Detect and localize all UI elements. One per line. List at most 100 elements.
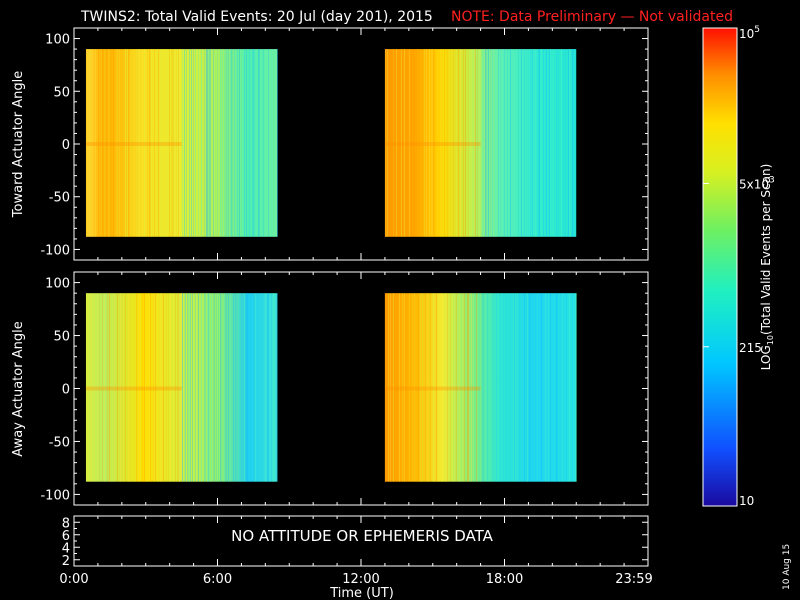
heatmap-streak xyxy=(445,293,447,482)
heatmap-streak xyxy=(261,293,263,482)
heatmap-streak xyxy=(130,293,132,482)
heatmap-streak xyxy=(175,49,177,237)
heatmap-streak xyxy=(520,49,522,237)
heatmap-streak xyxy=(457,49,459,237)
heatmap-streak xyxy=(246,293,248,482)
heatmap-streak xyxy=(529,49,531,237)
heatmap-streak xyxy=(468,293,470,482)
heatmap-streak xyxy=(273,49,275,237)
heatmap-streak xyxy=(442,49,444,237)
colorbar-tick-label: 10 xyxy=(739,494,754,508)
heatmap-streak xyxy=(479,49,481,237)
heatmap-streak xyxy=(98,293,100,482)
heatmap-streak xyxy=(127,293,129,482)
heatmap-streak xyxy=(462,293,464,482)
heatmap-streak xyxy=(207,293,209,482)
heatmap-streak xyxy=(106,293,108,482)
heatmap-streak xyxy=(486,293,488,482)
heatmap-streak xyxy=(192,49,194,237)
heatmap-streak xyxy=(561,293,563,482)
heatmap-streak xyxy=(455,293,457,482)
heatmap-streak xyxy=(270,49,272,237)
heatmap-streak xyxy=(556,293,558,482)
heatmap-streak xyxy=(391,293,393,482)
heatmap-streak xyxy=(547,293,549,482)
ytick-label: -50 xyxy=(49,435,70,450)
heatmap-streak xyxy=(503,49,505,237)
heatmap-streak xyxy=(451,49,453,237)
heatmap-streak xyxy=(403,293,405,482)
heatmap-streak xyxy=(491,49,493,237)
heatmap-streak xyxy=(197,49,199,237)
heatmap-streak xyxy=(210,293,212,482)
heatmap-streak xyxy=(185,49,187,237)
heatmap-streak xyxy=(567,49,569,237)
ytick-label: 6 xyxy=(62,529,70,544)
heatmap-streak xyxy=(398,293,400,482)
heatmap-streak xyxy=(124,49,126,237)
heatmap-streak xyxy=(481,293,483,482)
xtick-label: 18:00 xyxy=(486,572,523,587)
heatmap-streak xyxy=(418,49,420,237)
heatmap-streak xyxy=(264,293,266,482)
heatmap-streak xyxy=(252,49,254,237)
heatmap-streak xyxy=(174,293,176,482)
heatmap-streak xyxy=(121,49,123,237)
heatmap-streak xyxy=(528,293,530,482)
heatmap-streak xyxy=(173,49,175,237)
heatmap-streak xyxy=(88,49,90,237)
heatmap-streak xyxy=(227,293,229,482)
heatmap-streak xyxy=(89,49,91,237)
heatmap-streak xyxy=(103,293,105,482)
heatmap-streak xyxy=(85,49,87,237)
heatmap-streak xyxy=(562,49,564,237)
heatmap-streak xyxy=(497,49,499,237)
heatmap-streak xyxy=(436,49,438,237)
time-axis-label: Time (UT) xyxy=(329,586,394,600)
heatmap-streak xyxy=(568,293,570,482)
ytick-label: 100 xyxy=(45,33,70,48)
heatmap-streak xyxy=(240,293,242,482)
heatmap-streak xyxy=(122,293,124,482)
heatmap-streak xyxy=(100,49,102,237)
heatmap-streak xyxy=(574,49,576,237)
heatmap-streak xyxy=(513,293,515,482)
heatmap-streak xyxy=(219,293,221,482)
heatmap-streak xyxy=(525,293,527,482)
heatmap-streak xyxy=(264,49,266,237)
heatmap-streak xyxy=(485,293,487,482)
heatmap-streak xyxy=(230,49,232,237)
heatmap-streak xyxy=(208,293,210,482)
heatmap-streak xyxy=(572,49,574,237)
heatmap-streak xyxy=(544,293,546,482)
heatmap-streak xyxy=(261,49,263,237)
heatmap-streak xyxy=(495,293,497,482)
heatmap-streak xyxy=(395,293,397,482)
heatmap-streak xyxy=(549,293,551,482)
ytick-label: 0 xyxy=(62,383,70,398)
heatmap-streak xyxy=(254,49,256,237)
heatmap-streak xyxy=(435,293,437,482)
heatmap-streak xyxy=(91,49,93,237)
heatmap-streak xyxy=(575,293,577,482)
heatmap-streak xyxy=(401,293,403,482)
heatmap-streak xyxy=(270,293,272,482)
heatmap-streak xyxy=(419,293,421,482)
toward-axis-label: Toward Actuator Angle xyxy=(11,71,26,218)
heatmap-streak xyxy=(119,293,121,482)
heatmap-streak xyxy=(421,293,423,482)
heatmap-streak xyxy=(384,293,386,482)
heatmap-streak xyxy=(163,293,165,482)
heatmap-streak xyxy=(233,49,235,237)
heatmap-streak xyxy=(154,293,156,482)
ytick-label: 50 xyxy=(53,330,70,345)
heatmap-streak xyxy=(172,293,174,482)
heatmap-block xyxy=(85,293,278,482)
heatmap-streak xyxy=(423,49,425,237)
heatmap-streak xyxy=(468,49,470,237)
heatmap-streak xyxy=(430,49,432,237)
heatmap-streak xyxy=(216,49,218,237)
no-data-message: NO ATTITUDE OR EPHEMERIS DATA xyxy=(231,527,494,545)
heatmap-streak xyxy=(542,49,544,237)
